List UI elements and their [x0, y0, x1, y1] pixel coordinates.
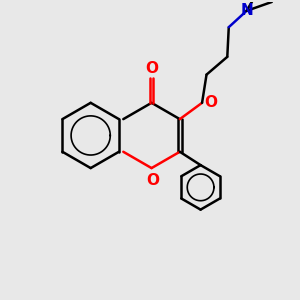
Text: N: N	[240, 3, 253, 18]
Text: O: O	[146, 173, 160, 188]
Text: O: O	[145, 61, 158, 76]
Text: O: O	[204, 95, 218, 110]
